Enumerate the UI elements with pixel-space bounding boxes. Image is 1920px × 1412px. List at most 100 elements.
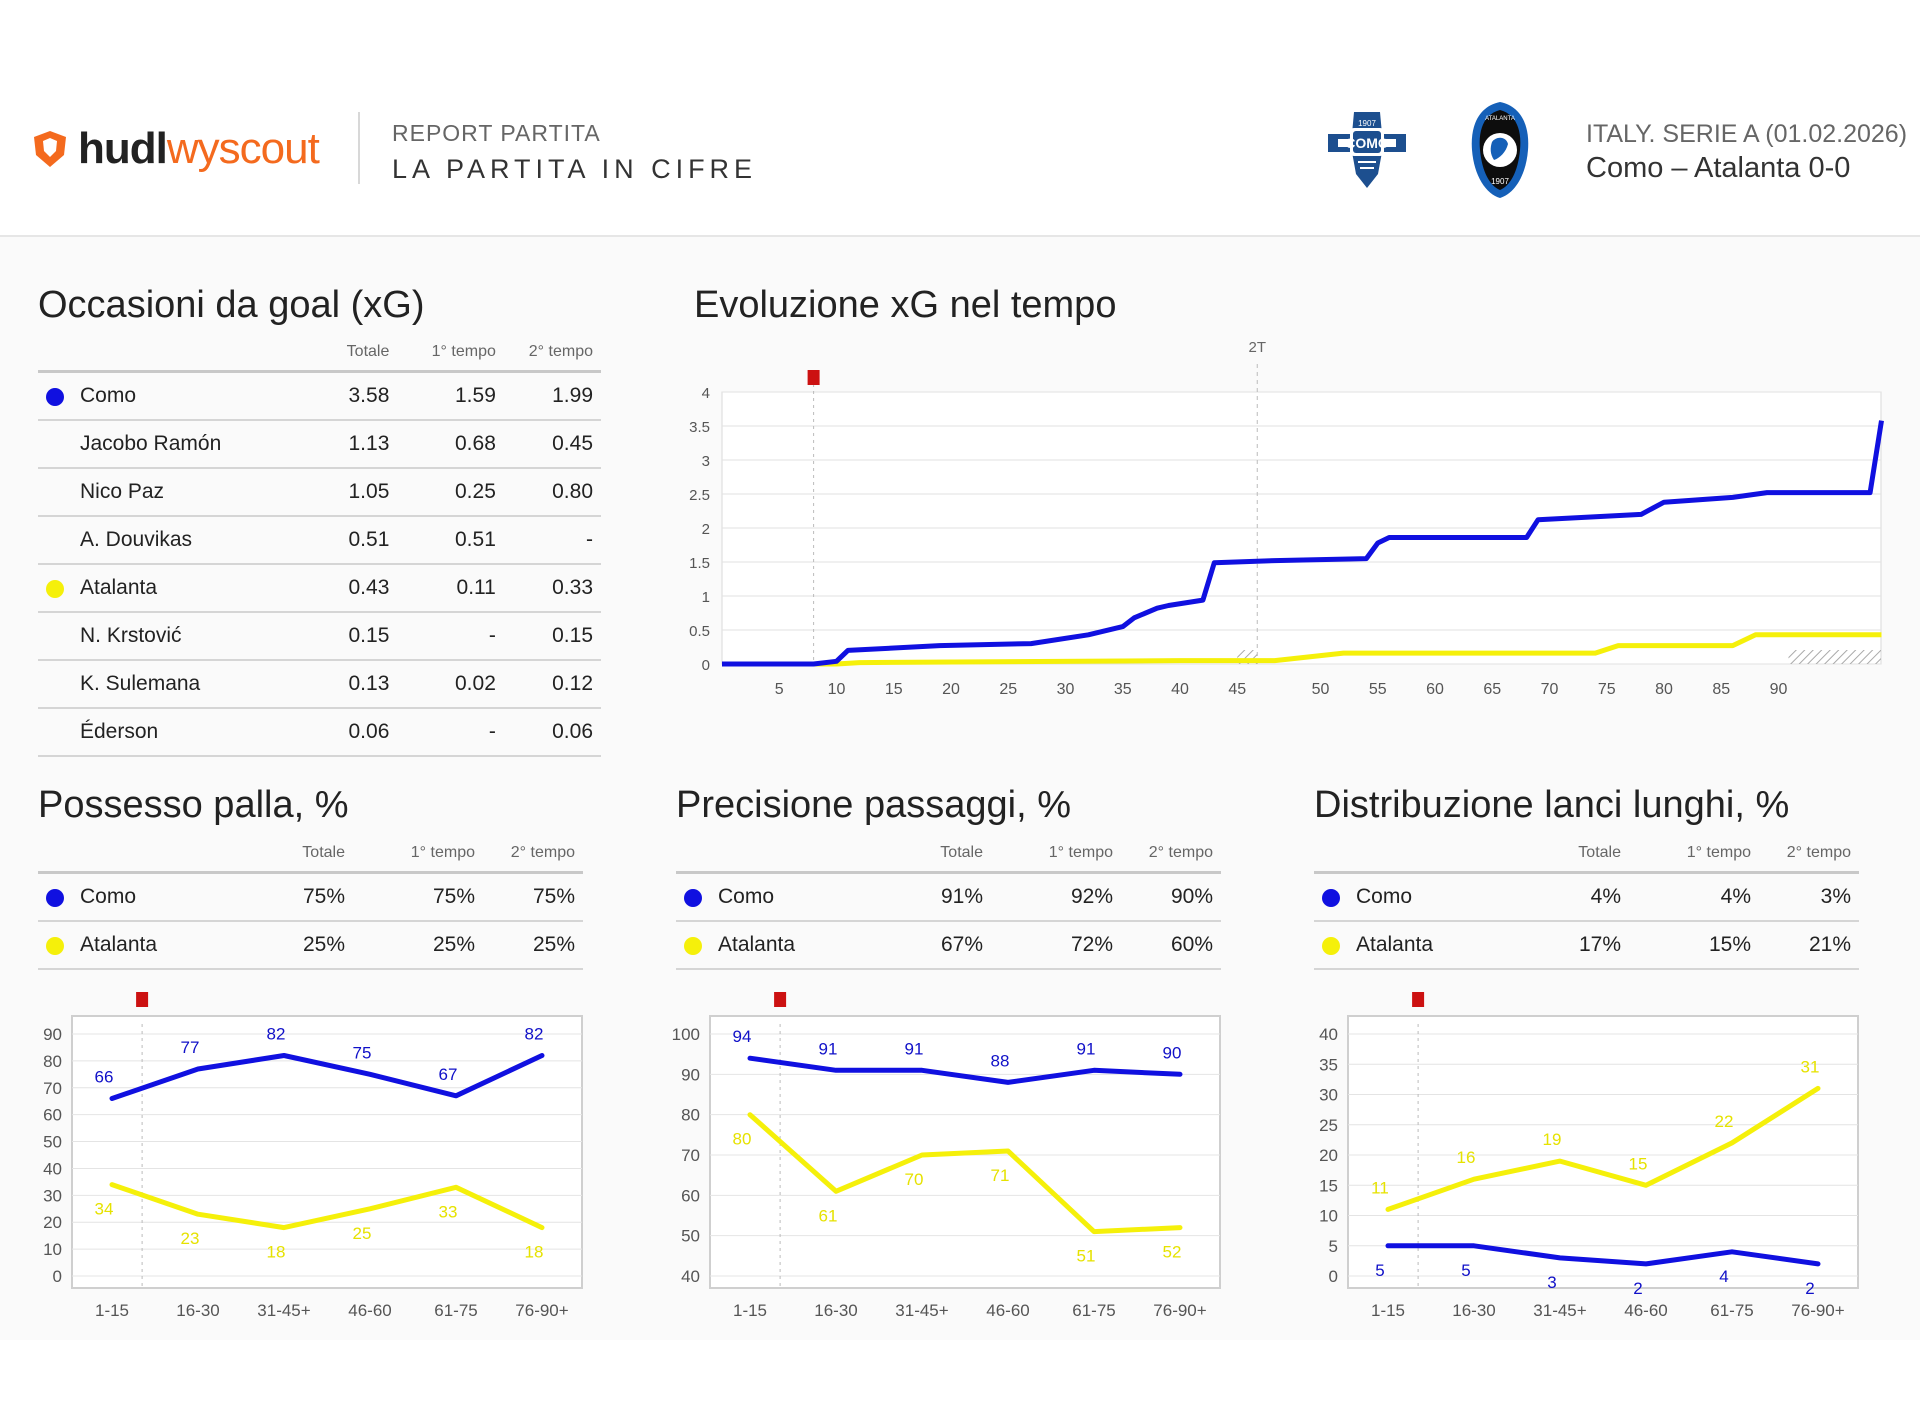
row-name-cell: Como: [38, 871, 238, 922]
y-tick-label: 50: [43, 1133, 62, 1152]
value-cell: 75%: [483, 871, 583, 922]
table-row: Atalanta 17% 15% 21%: [1314, 921, 1859, 970]
row-name: Como: [718, 885, 775, 908]
x-tick-label: 1-15: [95, 1301, 129, 1320]
data-label: 77: [181, 1038, 200, 1057]
row-name: Como: [80, 384, 137, 407]
x-tick-label: 31-45+: [895, 1301, 948, 1320]
y-tick-label: 15: [1319, 1176, 1338, 1195]
x-tick-label: 55: [1369, 681, 1387, 698]
value-cell: 0.68: [397, 420, 504, 469]
y-tick-label: 80: [681, 1106, 700, 1125]
row-name-cell: Atalanta: [38, 564, 291, 613]
data-label: 5: [1375, 1261, 1384, 1280]
series-line-como: [109, 1053, 545, 1101]
x-tick-label: 16-30: [176, 1301, 219, 1320]
series-line-atalanta: [109, 1182, 545, 1231]
value-cell: 1.99: [503, 370, 601, 421]
data-label: 94: [733, 1027, 752, 1046]
value-cell: 0.25: [397, 468, 504, 517]
value-cell: 15%: [1629, 921, 1759, 970]
y-tick-label: 60: [43, 1106, 62, 1125]
column-header: 2° tempo: [510, 844, 575, 861]
value-cell: 75%: [353, 871, 483, 922]
table-row: A. Douvikas 0.51 0.51-: [38, 516, 601, 565]
x-tick-label: 40: [1171, 681, 1189, 698]
column-header: 2° tempo: [1786, 844, 1851, 861]
row-name: A. Douvikas: [80, 528, 193, 551]
data-label: 91: [905, 1039, 924, 1058]
x-tick-label: 31-45+: [257, 1301, 310, 1320]
team-color-dot: [46, 937, 64, 955]
data-label: 88: [991, 1051, 1010, 1070]
row-name-cell: Como: [1314, 871, 1514, 922]
y-tick-label: 40: [1319, 1025, 1338, 1044]
data-label: 61: [819, 1206, 838, 1225]
data-label: 82: [525, 1025, 544, 1044]
atalanta-crest-year: 1907: [1491, 177, 1509, 186]
data-label: 34: [95, 1200, 114, 1219]
passing-table: Totale 1° tempo 2° tempo Como 91% 92% 90% Atala…: [676, 843, 1221, 970]
data-label: 23: [181, 1229, 200, 1248]
row-name: N. Krstović: [80, 624, 182, 647]
x-tick-label: 1-15: [733, 1301, 767, 1320]
data-label: 31: [1801, 1057, 1820, 1076]
data-label: 22: [1715, 1112, 1734, 1131]
value-cell: 0.13: [290, 660, 398, 709]
table-header-row: Totale 1° tempo 2° tempo: [38, 843, 583, 873]
y-tick-label: 70: [43, 1079, 62, 1098]
row-name: Éderson: [80, 720, 159, 743]
value-cell: 60%: [1121, 921, 1221, 970]
value-cell: -: [503, 516, 601, 565]
xg-chart-title: Evoluzione xG nel tempo: [694, 284, 1117, 326]
possession-table: Totale 1° tempo 2° tempo Como 75% 75% 75% Atala…: [38, 843, 583, 970]
y-tick-label: 30: [1319, 1086, 1338, 1105]
report-title: LA PARTITA IN CIFRE: [392, 154, 758, 184]
x-tick-label: 60: [1426, 681, 1444, 698]
value-cell: 1.13: [290, 420, 398, 469]
data-label: 91: [819, 1039, 838, 1058]
series-line-atalanta: [722, 632, 1882, 667]
x-tick-label: 46-60: [986, 1301, 1029, 1320]
report-header: [0, 70, 1920, 237]
data-label: 66: [95, 1068, 114, 1087]
plot-area: [1347, 1015, 1859, 1289]
row-name: Nico Paz: [80, 480, 165, 503]
column-header: 1° tempo: [1686, 844, 1751, 861]
row-name-cell: Atalanta: [38, 921, 238, 970]
x-tick-label: 25: [999, 681, 1017, 698]
value-cell: 90%: [1121, 871, 1221, 922]
x-tick-label: 75: [1598, 681, 1616, 698]
table-header-row: Totale 1° tempo 2° tempo: [38, 342, 601, 372]
y-tick-label: 30: [43, 1186, 62, 1205]
team-color-dot: [1322, 937, 1340, 955]
table-row: Atalanta 0.43 0.11 0.33: [38, 564, 601, 613]
logo-hudl-text: hudl: [78, 124, 168, 173]
data-label: 91: [1077, 1039, 1096, 1058]
x-tick-label: 16-30: [1452, 1301, 1495, 1320]
x-tick-label: 31-45+: [1533, 1301, 1586, 1320]
longball-table: Totale 1° tempo 2° tempo Como 4% 4% 3% Atalanta…: [1314, 843, 1859, 970]
data-label: 18: [525, 1243, 544, 1262]
table-row: Como 4% 4% 3%: [1314, 871, 1859, 922]
value-cell: 0.02: [397, 660, 504, 709]
hudl-wyscout-logo: hudl wyscout: [28, 124, 320, 174]
y-tick-label: 2.5: [689, 487, 710, 504]
data-label: 2: [1805, 1279, 1814, 1298]
x-tick-label: 70: [1541, 681, 1559, 698]
row-name-cell: Atalanta: [676, 921, 876, 970]
y-tick-label: 40: [43, 1159, 62, 1178]
y-tick-label: 35: [1319, 1055, 1338, 1074]
team-color-dot: [46, 388, 64, 406]
row-name-cell: Nico Paz: [38, 468, 291, 517]
value-cell: 0.06: [503, 708, 601, 757]
column-header: Totale: [1578, 844, 1621, 861]
table-row: K. Sulemana 0.13 0.02 0.12: [38, 660, 601, 709]
y-tick-label: 1: [702, 589, 710, 606]
value-cell: 0.51: [397, 516, 504, 565]
y-tick-label: 100: [672, 1025, 700, 1044]
y-tick-label: 80: [43, 1052, 62, 1071]
logo-wyscout-text: wyscout: [166, 124, 320, 173]
data-label: 11: [1371, 1178, 1389, 1197]
